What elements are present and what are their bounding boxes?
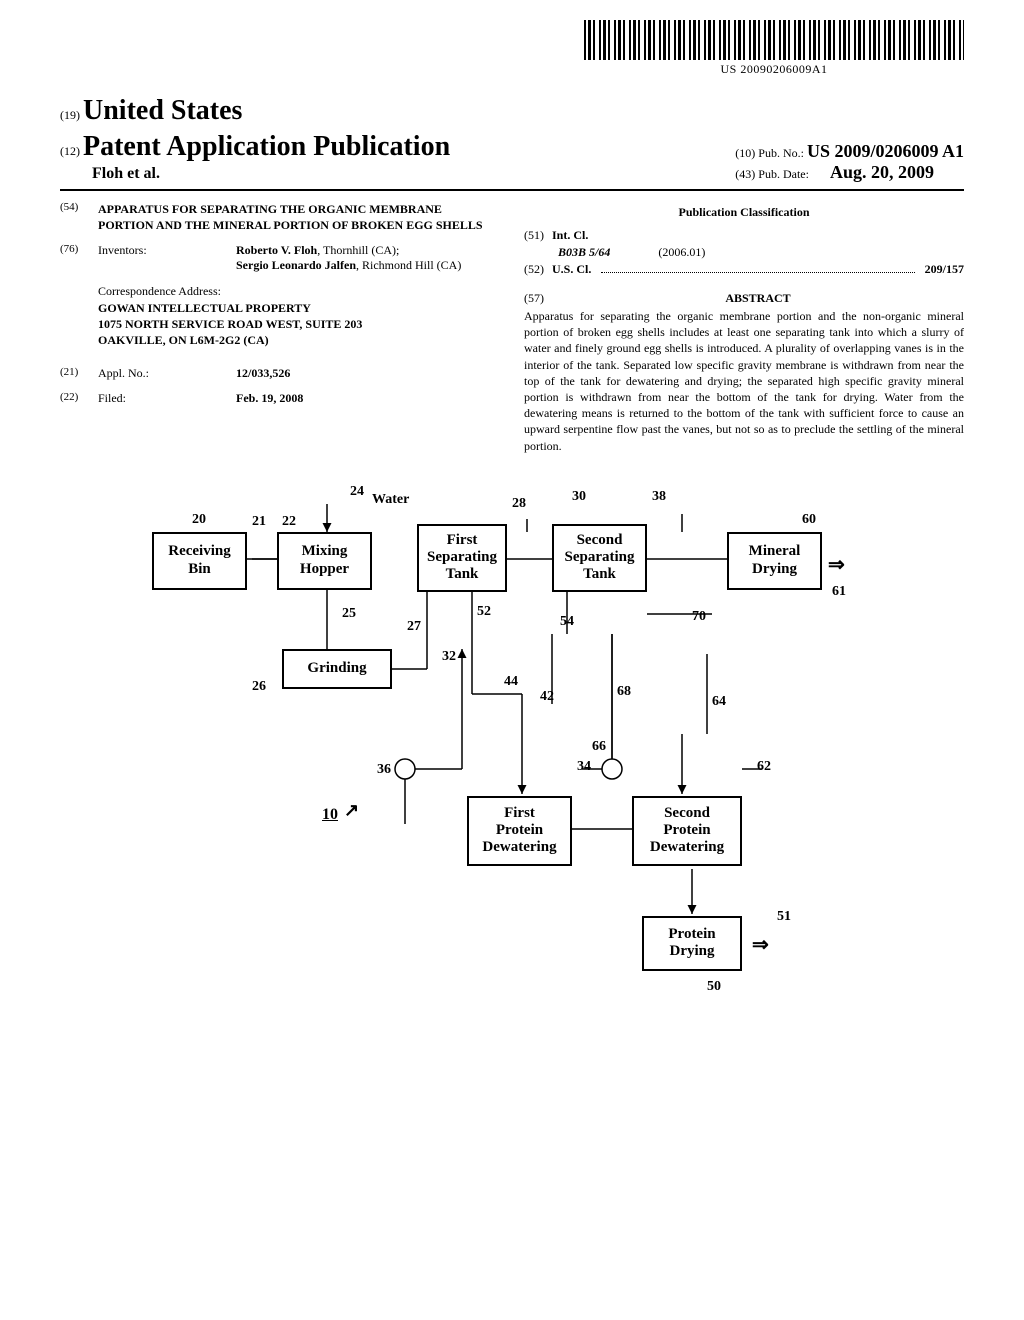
box-dewater1: First Protein Dewatering xyxy=(467,796,572,866)
box-mineral: Mineral Drying xyxy=(727,532,822,590)
n62: 62 xyxy=(757,759,771,775)
filed-date: Feb. 19, 2008 xyxy=(236,391,500,406)
inventors-list: Roberto V. Floh, Thornhill (CA); Sergio … xyxy=(236,243,500,273)
doc-type: Patent Application Publication xyxy=(83,131,450,162)
corr-label: Correspondence Address: xyxy=(98,283,500,299)
n27: 27 xyxy=(407,619,421,635)
abstract-heading: ABSTRACT xyxy=(552,291,964,306)
box-mixing: Mixing Hopper xyxy=(277,532,372,590)
pub-date-label: Pub. Date: xyxy=(758,167,809,181)
left-column: (54) APPARATUS FOR SEPARATING THE ORGANI… xyxy=(60,201,500,454)
appl-no-label: Appl. No.: xyxy=(98,366,226,381)
n38: 38 xyxy=(652,489,666,505)
biblio-columns: (54) APPARATUS FOR SEPARATING THE ORGANI… xyxy=(60,201,964,454)
inventor-1: Roberto V. Floh xyxy=(236,243,317,257)
divider xyxy=(60,189,964,191)
box-receiving: Receiving Bin xyxy=(152,532,247,590)
n64: 64 xyxy=(712,694,726,710)
n70: 70 xyxy=(692,609,706,625)
us-cl-val: 209/157 xyxy=(925,262,964,277)
pub-class-heading: Publication Classification xyxy=(524,205,964,220)
water-label: Water xyxy=(372,492,409,508)
abstract-text: Apparatus for separating the organic mem… xyxy=(524,308,964,454)
n34: 34 xyxy=(577,759,591,775)
header-left: (19) United States (12) Patent Applicati… xyxy=(60,95,450,183)
n24: 24 xyxy=(350,484,364,500)
code-51: (51) xyxy=(524,228,544,243)
n50: 50 xyxy=(707,979,721,995)
n51: 51 xyxy=(777,909,791,925)
int-cl-ver: (2006.01) xyxy=(658,245,705,260)
code-10: (10) xyxy=(735,146,755,160)
n20: 20 xyxy=(192,512,206,528)
code-52: (52) xyxy=(524,262,544,277)
corr-line1: GOWAN INTELLECTUAL PROPERTY xyxy=(98,300,500,316)
n60: 60 xyxy=(802,512,816,528)
code-54: (54) xyxy=(60,201,88,233)
authors-line: Floh et al. xyxy=(92,165,450,183)
n28: 28 xyxy=(512,496,526,512)
dotted-leader xyxy=(601,265,914,273)
barcode-number: US 20090206009A1 xyxy=(584,62,964,77)
n42: 42 xyxy=(540,689,554,705)
inventor-2-loc: , Richmond Hill (CA) xyxy=(356,258,461,272)
out-arrow-mineral: ⇒ xyxy=(828,552,845,577)
code-12: (12) xyxy=(60,144,80,158)
box-dewater2: Second Protein Dewatering xyxy=(632,796,742,866)
n21: 21 xyxy=(252,514,266,530)
box-sep2: Second Separating Tank xyxy=(552,524,647,592)
correspondence: Correspondence Address: GOWAN INTELLECTU… xyxy=(98,283,500,348)
code-21: (21) xyxy=(60,366,88,381)
n30: 30 xyxy=(572,489,586,505)
code-43: (43) xyxy=(735,167,755,181)
country: United States xyxy=(83,95,242,126)
n22: 22 xyxy=(282,514,296,530)
int-cl-code: B03B 5/64 xyxy=(558,245,610,260)
n52: 52 xyxy=(477,604,491,620)
us-cl-label: U.S. Cl. xyxy=(552,262,591,277)
invention-title: APPARATUS FOR SEPARATING THE ORGANIC MEM… xyxy=(98,201,500,233)
n44: 44 xyxy=(504,674,518,690)
n25: 25 xyxy=(342,606,356,622)
int-cl-label: Int. Cl. xyxy=(552,228,588,243)
code-57: (57) xyxy=(524,291,544,306)
n54: 54 xyxy=(560,614,574,630)
n32: 32 xyxy=(442,649,456,665)
header-right: (10) Pub. No.: US 2009/0206009 A1 (43) P… xyxy=(735,141,964,183)
code-19: (19) xyxy=(60,108,80,122)
box-sep1: First Separating Tank xyxy=(417,524,507,592)
n36: 36 xyxy=(377,762,391,778)
inventor-2: Sergio Leonardo Jalfen xyxy=(236,258,356,272)
n61: 61 xyxy=(832,584,846,600)
header: (19) United States (12) Patent Applicati… xyxy=(60,95,964,183)
n66: 66 xyxy=(592,739,606,755)
right-column: Publication Classification (51) Int. Cl.… xyxy=(524,201,964,454)
box-protein-dry: Protein Drying xyxy=(642,916,742,971)
n68: 68 xyxy=(617,684,631,700)
pub-date: Aug. 20, 2009 xyxy=(830,162,934,182)
filed-label: Filed: xyxy=(98,391,226,406)
corr-line3: OAKVILLE, ON L6M-2G2 (CA) xyxy=(98,332,500,348)
inventor-1-loc: , Thornhill (CA); xyxy=(317,243,399,257)
pub-no: US 2009/0206009 A1 xyxy=(807,141,964,161)
appl-no: 12/033,526 xyxy=(236,366,500,381)
barcode-region: US 20090206009A1 xyxy=(584,20,964,77)
code-76: (76) xyxy=(60,243,88,273)
inventors-label: Inventors: xyxy=(98,243,226,273)
out-arrow-protein: ⇒ xyxy=(752,932,769,957)
corr-line2: 1075 NORTH SERVICE ROAD WEST, SUITE 203 xyxy=(98,316,500,332)
ref-10: 10 xyxy=(322,806,338,824)
pub-no-label: Pub. No.: xyxy=(758,146,804,160)
box-grinding: Grinding xyxy=(282,649,392,689)
n26: 26 xyxy=(252,679,266,695)
barcode xyxy=(584,20,964,60)
code-22: (22) xyxy=(60,391,88,406)
flow-diagram: Receiving Bin Mixing Hopper First Separa… xyxy=(152,484,872,1054)
